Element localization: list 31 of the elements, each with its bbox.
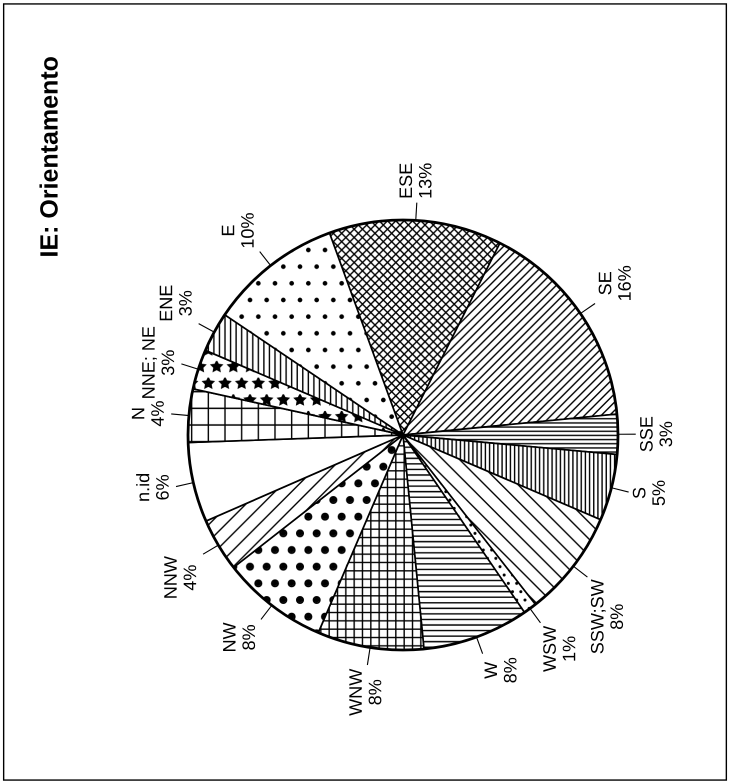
slice-label: N xyxy=(132,408,144,419)
data-label: 4% xyxy=(151,401,164,426)
slice-label: S xyxy=(632,488,646,498)
data-label: 3% xyxy=(161,350,174,376)
slice-label: n.id xyxy=(136,474,150,501)
slice-label: E xyxy=(222,225,234,236)
slice-label: W xyxy=(484,662,497,679)
slice-label: SSE xyxy=(640,416,653,452)
slice-label: WNW xyxy=(349,668,362,716)
slice-label: NNE; NE xyxy=(142,326,157,398)
slice-label: NNW xyxy=(164,556,177,598)
data-label: 16% xyxy=(618,266,631,300)
data-label: 1% xyxy=(562,636,576,661)
chart-title: IE: Orientamento xyxy=(39,57,58,256)
slice-label: SE xyxy=(598,272,612,295)
slice-label: SSW;SW xyxy=(590,579,606,654)
data-label: 3% xyxy=(659,422,672,447)
data-label: 13% xyxy=(418,163,432,198)
data-label: 8% xyxy=(504,658,517,683)
data-label: 3% xyxy=(179,290,192,316)
slice-label: ESE xyxy=(399,164,412,198)
data-label: 4% xyxy=(184,565,196,590)
data-label: 8% xyxy=(610,604,624,630)
data-label: 10% xyxy=(241,213,254,248)
data-label: 8% xyxy=(368,680,382,705)
slice-label: WSW xyxy=(543,626,556,672)
data-label: 8% xyxy=(242,625,256,650)
slice-label: NW xyxy=(223,622,236,651)
data-label: 6% xyxy=(156,474,169,500)
slice-label: ENE xyxy=(160,285,172,320)
data-label: 5% xyxy=(652,480,665,506)
